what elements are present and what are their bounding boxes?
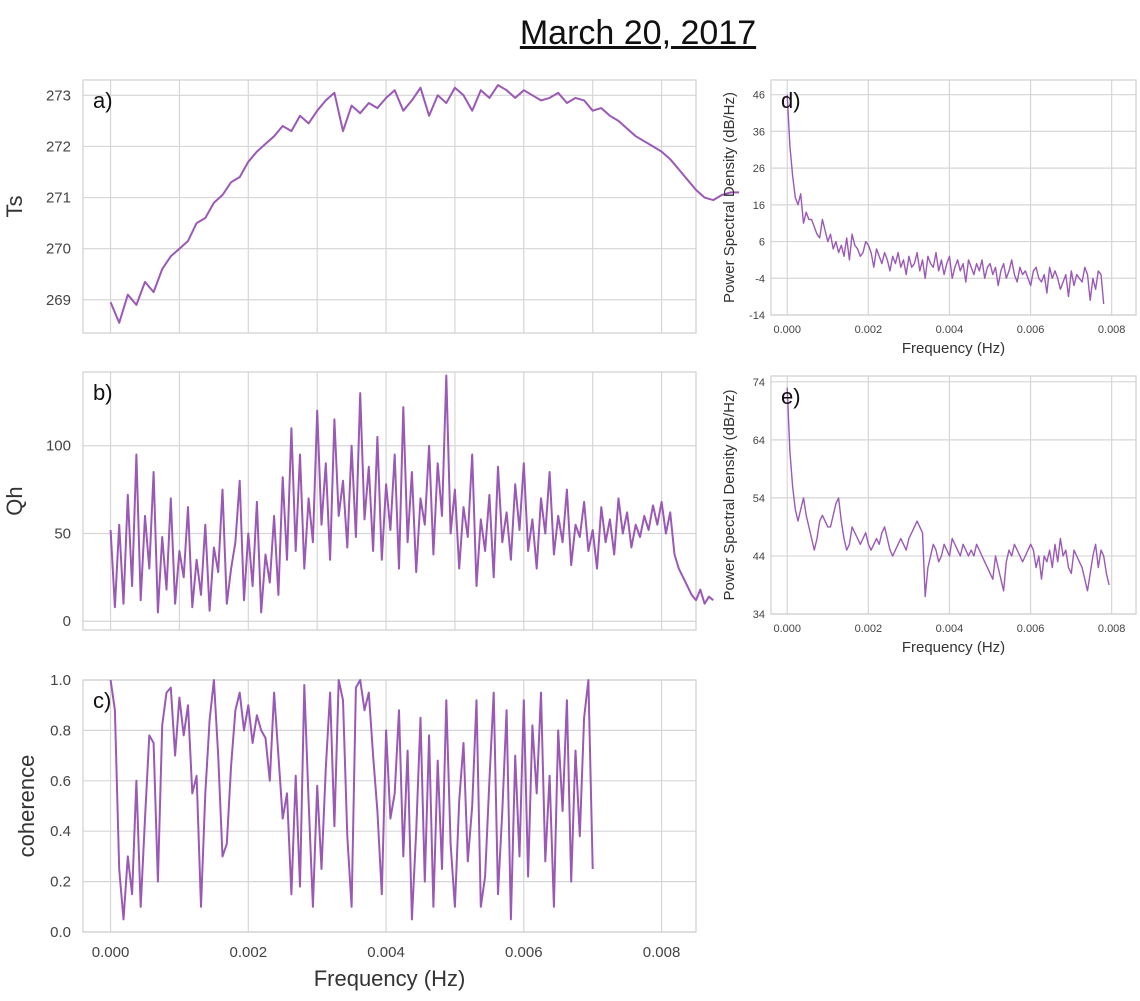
x-tick-label: 0.000 bbox=[773, 623, 801, 635]
series-line-c bbox=[109, 679, 594, 921]
panel-d: 0.000 0.002 0.004 0.006 0.008 -14 -4 6 16 26 36 46 P… bbox=[721, 79, 1137, 357]
y-tick-label: 26 bbox=[753, 163, 765, 175]
x-axis-label: Frequency (Hz) bbox=[902, 340, 1005, 357]
y-tick-label: 269 bbox=[46, 292, 71, 309]
y-tick-label: 0.0 bbox=[50, 924, 71, 941]
panel-label-b: b) bbox=[93, 380, 113, 405]
y-tick-label: 44 bbox=[753, 551, 765, 563]
x-tick-label: 0.002 bbox=[855, 623, 883, 635]
y-tick-label: 272 bbox=[46, 138, 71, 155]
panel-label-a: a) bbox=[93, 88, 113, 113]
x-tick-label: 0.006 bbox=[1017, 623, 1045, 635]
x-tick-label: 0.008 bbox=[1098, 324, 1126, 336]
panel-a: 269 270 271 272 273 Ts a) bbox=[2, 79, 739, 334]
y-tick-label: 46 bbox=[753, 90, 765, 102]
figure-title: March 20, 2017 bbox=[519, 14, 757, 52]
x-tick-label: 0.004 bbox=[936, 623, 964, 635]
y-tick-label: 0.8 bbox=[50, 722, 71, 739]
y-axis-label: coherence bbox=[14, 755, 39, 858]
plot-frame bbox=[82, 79, 697, 334]
panel-label-c: c) bbox=[93, 688, 111, 713]
x-axis-label: Frequency (Hz) bbox=[902, 639, 1005, 656]
y-axis-label: Power Spectral Density (dB/Hz) bbox=[721, 390, 738, 601]
y-tick-label: -4 bbox=[755, 273, 765, 285]
y-tick-label: 54 bbox=[753, 493, 765, 505]
y-tick-label: 0.2 bbox=[50, 874, 71, 891]
panel-b: 0 50 100 Qh b) bbox=[2, 371, 714, 631]
y-tick-label: -14 bbox=[749, 310, 765, 322]
y-tick-label: 100 bbox=[46, 438, 71, 455]
x-tick-label: 0.006 bbox=[1017, 324, 1045, 336]
series-line-b bbox=[109, 374, 714, 614]
y-tick-label: 1.0 bbox=[50, 672, 71, 689]
y-tick-label: 6 bbox=[759, 237, 765, 249]
series-line-e bbox=[786, 387, 1110, 598]
y-tick-label: 0.4 bbox=[50, 823, 71, 840]
y-tick-label: 50 bbox=[54, 525, 71, 542]
panel-label-e: e) bbox=[781, 384, 801, 409]
plot-frame bbox=[82, 371, 697, 631]
y-axis-label: Ts bbox=[2, 196, 27, 218]
y-tick-label: 74 bbox=[753, 377, 765, 389]
y-axis-label: Qh bbox=[2, 486, 27, 515]
x-tick-label: 0.006 bbox=[505, 944, 543, 961]
x-tick-label: 0.002 bbox=[230, 944, 268, 961]
x-tick-label: 0.008 bbox=[1098, 623, 1126, 635]
x-tick-label: 0.000 bbox=[92, 944, 130, 961]
x-tick-label: 0.004 bbox=[936, 324, 964, 336]
y-tick-label: 16 bbox=[753, 200, 765, 212]
y-tick-label: 271 bbox=[46, 190, 71, 207]
plot-frame bbox=[770, 375, 1137, 615]
x-axis-label: Frequency (Hz) bbox=[314, 966, 466, 991]
y-tick-label: 36 bbox=[753, 126, 765, 138]
x-tick-label: 0.004 bbox=[367, 944, 405, 961]
panel-c: 0.000 0.002 0.004 0.006 0.008 0.0 0.2 0.4 0.6 0.8… bbox=[14, 672, 697, 991]
x-tick-label: 0.002 bbox=[855, 324, 883, 336]
y-tick-label: 0 bbox=[63, 613, 71, 630]
y-tick-label: 34 bbox=[753, 609, 765, 621]
y-tick-label: 64 bbox=[753, 435, 765, 447]
panel-e: 0.000 0.002 0.004 0.006 0.008 34 44 54 64 74 Power… bbox=[721, 375, 1137, 656]
series-line-a bbox=[109, 84, 739, 324]
x-tick-label: 0.008 bbox=[643, 944, 681, 961]
plot-frame bbox=[770, 79, 1137, 316]
series-line-d bbox=[786, 94, 1105, 305]
plot-frame bbox=[82, 679, 697, 933]
x-tick-label: 0.000 bbox=[773, 324, 801, 336]
panel-label-d: d) bbox=[781, 88, 801, 113]
y-tick-label: 273 bbox=[46, 87, 71, 104]
y-axis-label: Power Spectral Density (dB/Hz) bbox=[721, 92, 738, 303]
y-tick-label: 270 bbox=[46, 241, 71, 258]
y-tick-label: 0.6 bbox=[50, 773, 71, 790]
